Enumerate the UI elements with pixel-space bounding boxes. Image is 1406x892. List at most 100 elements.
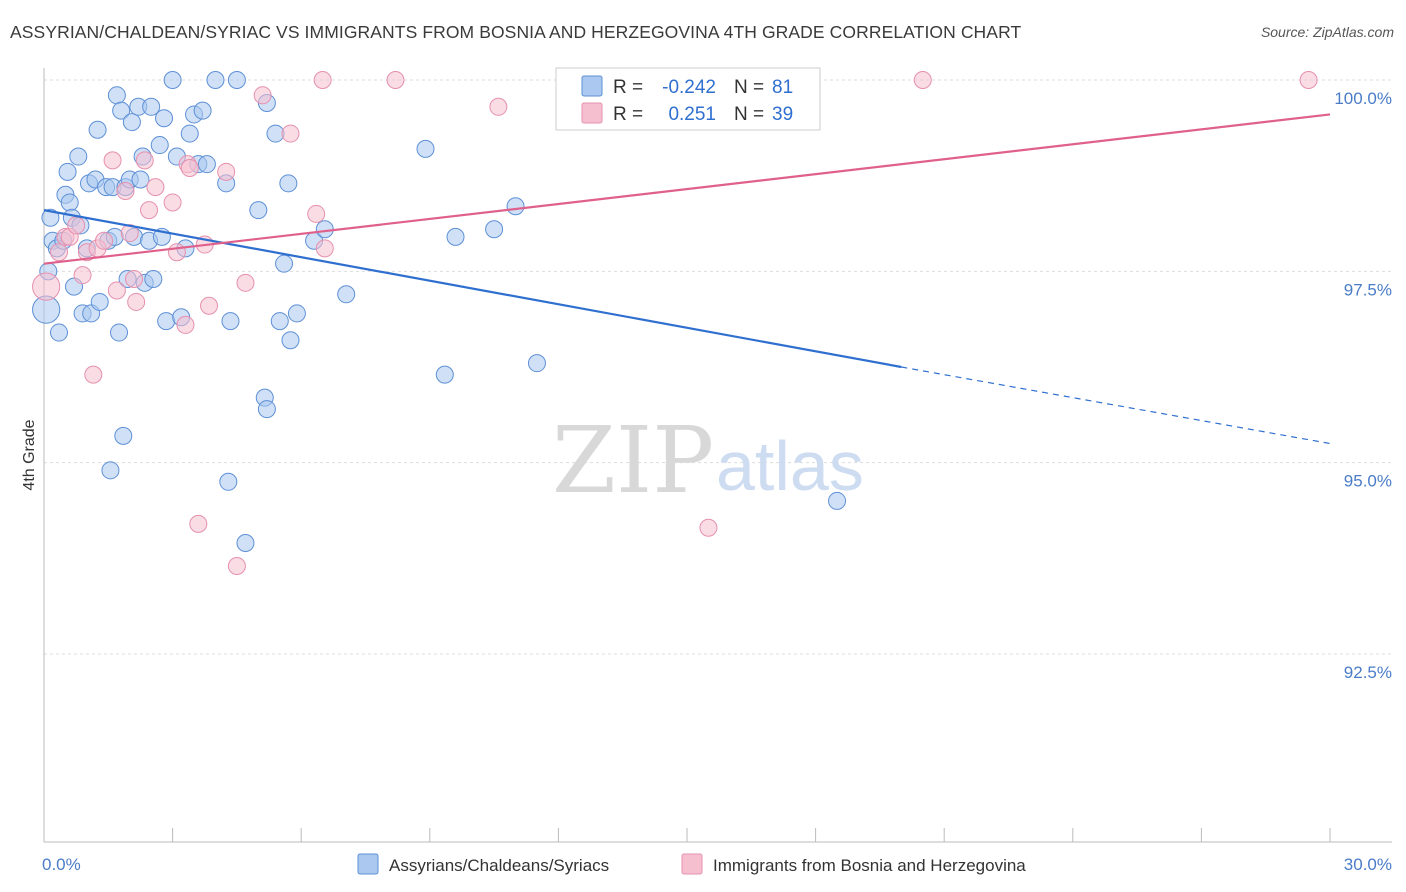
assyrians-data-point [58,162,77,181]
stats-pink-r-value: 0.251 [668,104,716,125]
assyrians-data-point [281,331,300,350]
y-tick-label: 97.5% [1344,280,1392,299]
bosnia-trend-line [43,113,1331,265]
assyrians-data-point [150,136,169,155]
x-tick-label: 0.0% [42,855,81,874]
y-tick-label: 95.0% [1344,472,1392,491]
bosnia-data-point [140,201,159,220]
chart-title: ASSYRIAN/CHALDEAN/SYRIAC VS IMMIGRANTS F… [10,22,1022,42]
assyrians-data-point [131,170,150,189]
assyrians-trend-extension [901,366,1331,445]
assyrians-data-point [107,86,126,105]
bosnia-data-point [489,97,508,116]
assyrians-data-point [69,147,88,166]
bosnia-data-point [386,71,405,89]
assyrians-data-point [193,101,212,120]
assyrians-data-point [206,71,225,89]
bosnia-data-point [163,193,182,212]
y-tick-labels: 100.0% 97.5% 95.0% 92.5% [1334,89,1392,682]
assyrians-data-point [112,101,131,120]
assyrians-data-point [236,534,255,553]
grid-lines [44,79,1392,655]
assyrians-data-point [485,220,504,239]
assyrians-data-point [163,71,182,89]
watermark-atlas: atlas [716,427,864,505]
bosnia-data-point [73,266,92,285]
assyrians-data-point [90,292,109,311]
bosnia-data-point [120,224,139,243]
y-axis-label: 4th Grade [21,419,38,490]
x-tick-label: 30.0% [1344,855,1392,874]
assyrians-data-point [446,227,465,246]
legend-blue-label: Assyrians/Chaldeans/Syriacs [389,856,609,875]
assyrians-data-point [60,193,79,212]
bosnia-data-point [103,151,122,170]
bosnia-data-point [1299,71,1318,89]
y-tick-label: 100.0% [1334,89,1392,108]
x-ticks: 0.0% 30.0% [42,828,1392,874]
bosnia-data-point [107,281,126,300]
assyrians-data-point [257,400,276,419]
legend-pink-label: Immigrants from Bosnia and Herzegovina [713,856,1026,875]
assyrians-data-point [506,197,525,216]
bosnia-data-point [227,556,246,575]
assyrians-data-point [266,124,285,143]
stats-pink-n-label: N = [734,104,764,125]
stats-pink-swatch [581,102,603,124]
bosnia-data-point [236,273,255,292]
assyrians-data-point [197,155,216,174]
bosnia-data-point [127,292,146,311]
assyrians-data-point [114,426,133,445]
assyrians-data-point [249,201,268,220]
bosnia-data-point [699,518,718,537]
bosnia-data-point [315,239,334,258]
assyrians-data-point [122,113,141,132]
bosnia-data-point [913,71,932,89]
stats-blue-n-label: N = [734,77,764,98]
assyrians-data-point [435,365,454,384]
assyrians-data-point [142,97,161,116]
series-bosnia-points [32,71,1318,575]
assyrians-data-point [337,285,356,304]
assyrians-data-point [101,461,120,480]
bosnia-data-point [253,86,272,105]
assyrians-data-point [270,312,289,331]
trend-lines [43,113,1331,445]
assyrians-data-point [828,491,847,510]
bosnia-data-point [125,269,144,288]
bosnia-data-point [50,243,69,262]
bosnia-data-point [200,296,219,315]
assyrians-data-point [155,109,174,128]
assyrians-data-point [110,323,129,342]
stats-box: R = -0.242 N = 81 R = 0.251 N = 39 [555,67,821,131]
assyrians-data-point [144,269,163,288]
assyrians-data-point [416,139,435,158]
bosnia-data-point [307,204,326,223]
watermark-zip: ZIP [552,407,714,514]
bosnia-data-point [176,315,195,334]
bosnia-data-point [180,159,199,178]
bosnia-data-point [67,216,86,235]
stats-blue-r-label: R = [613,77,643,98]
y-tick-label: 92.5% [1344,663,1392,682]
legend-pink-swatch [681,853,703,875]
stats-blue-r-value: -0.242 [662,77,716,98]
bosnia-data-point [95,231,114,250]
axes [43,68,1392,843]
source-attribution: Source: ZipAtlas.com [1260,24,1394,40]
legend: Assyrians/Chaldeans/Syriacs Immigrants f… [357,853,1026,875]
assyrians-data-point [527,354,546,373]
bosnia-data-point [135,151,154,170]
legend-blue-swatch [357,853,379,875]
assyrians-data-point [279,174,298,193]
assyrians-data-point [41,208,60,227]
assyrians-data-point [180,124,199,143]
assyrians-data-point [221,312,240,331]
assyrians-data-point [157,312,176,331]
assyrians-data-point [275,254,294,273]
bosnia-data-point [116,181,135,200]
stats-blue-swatch [581,75,603,97]
bosnia-data-point [281,124,300,143]
assyrians-trend-line [43,209,902,369]
